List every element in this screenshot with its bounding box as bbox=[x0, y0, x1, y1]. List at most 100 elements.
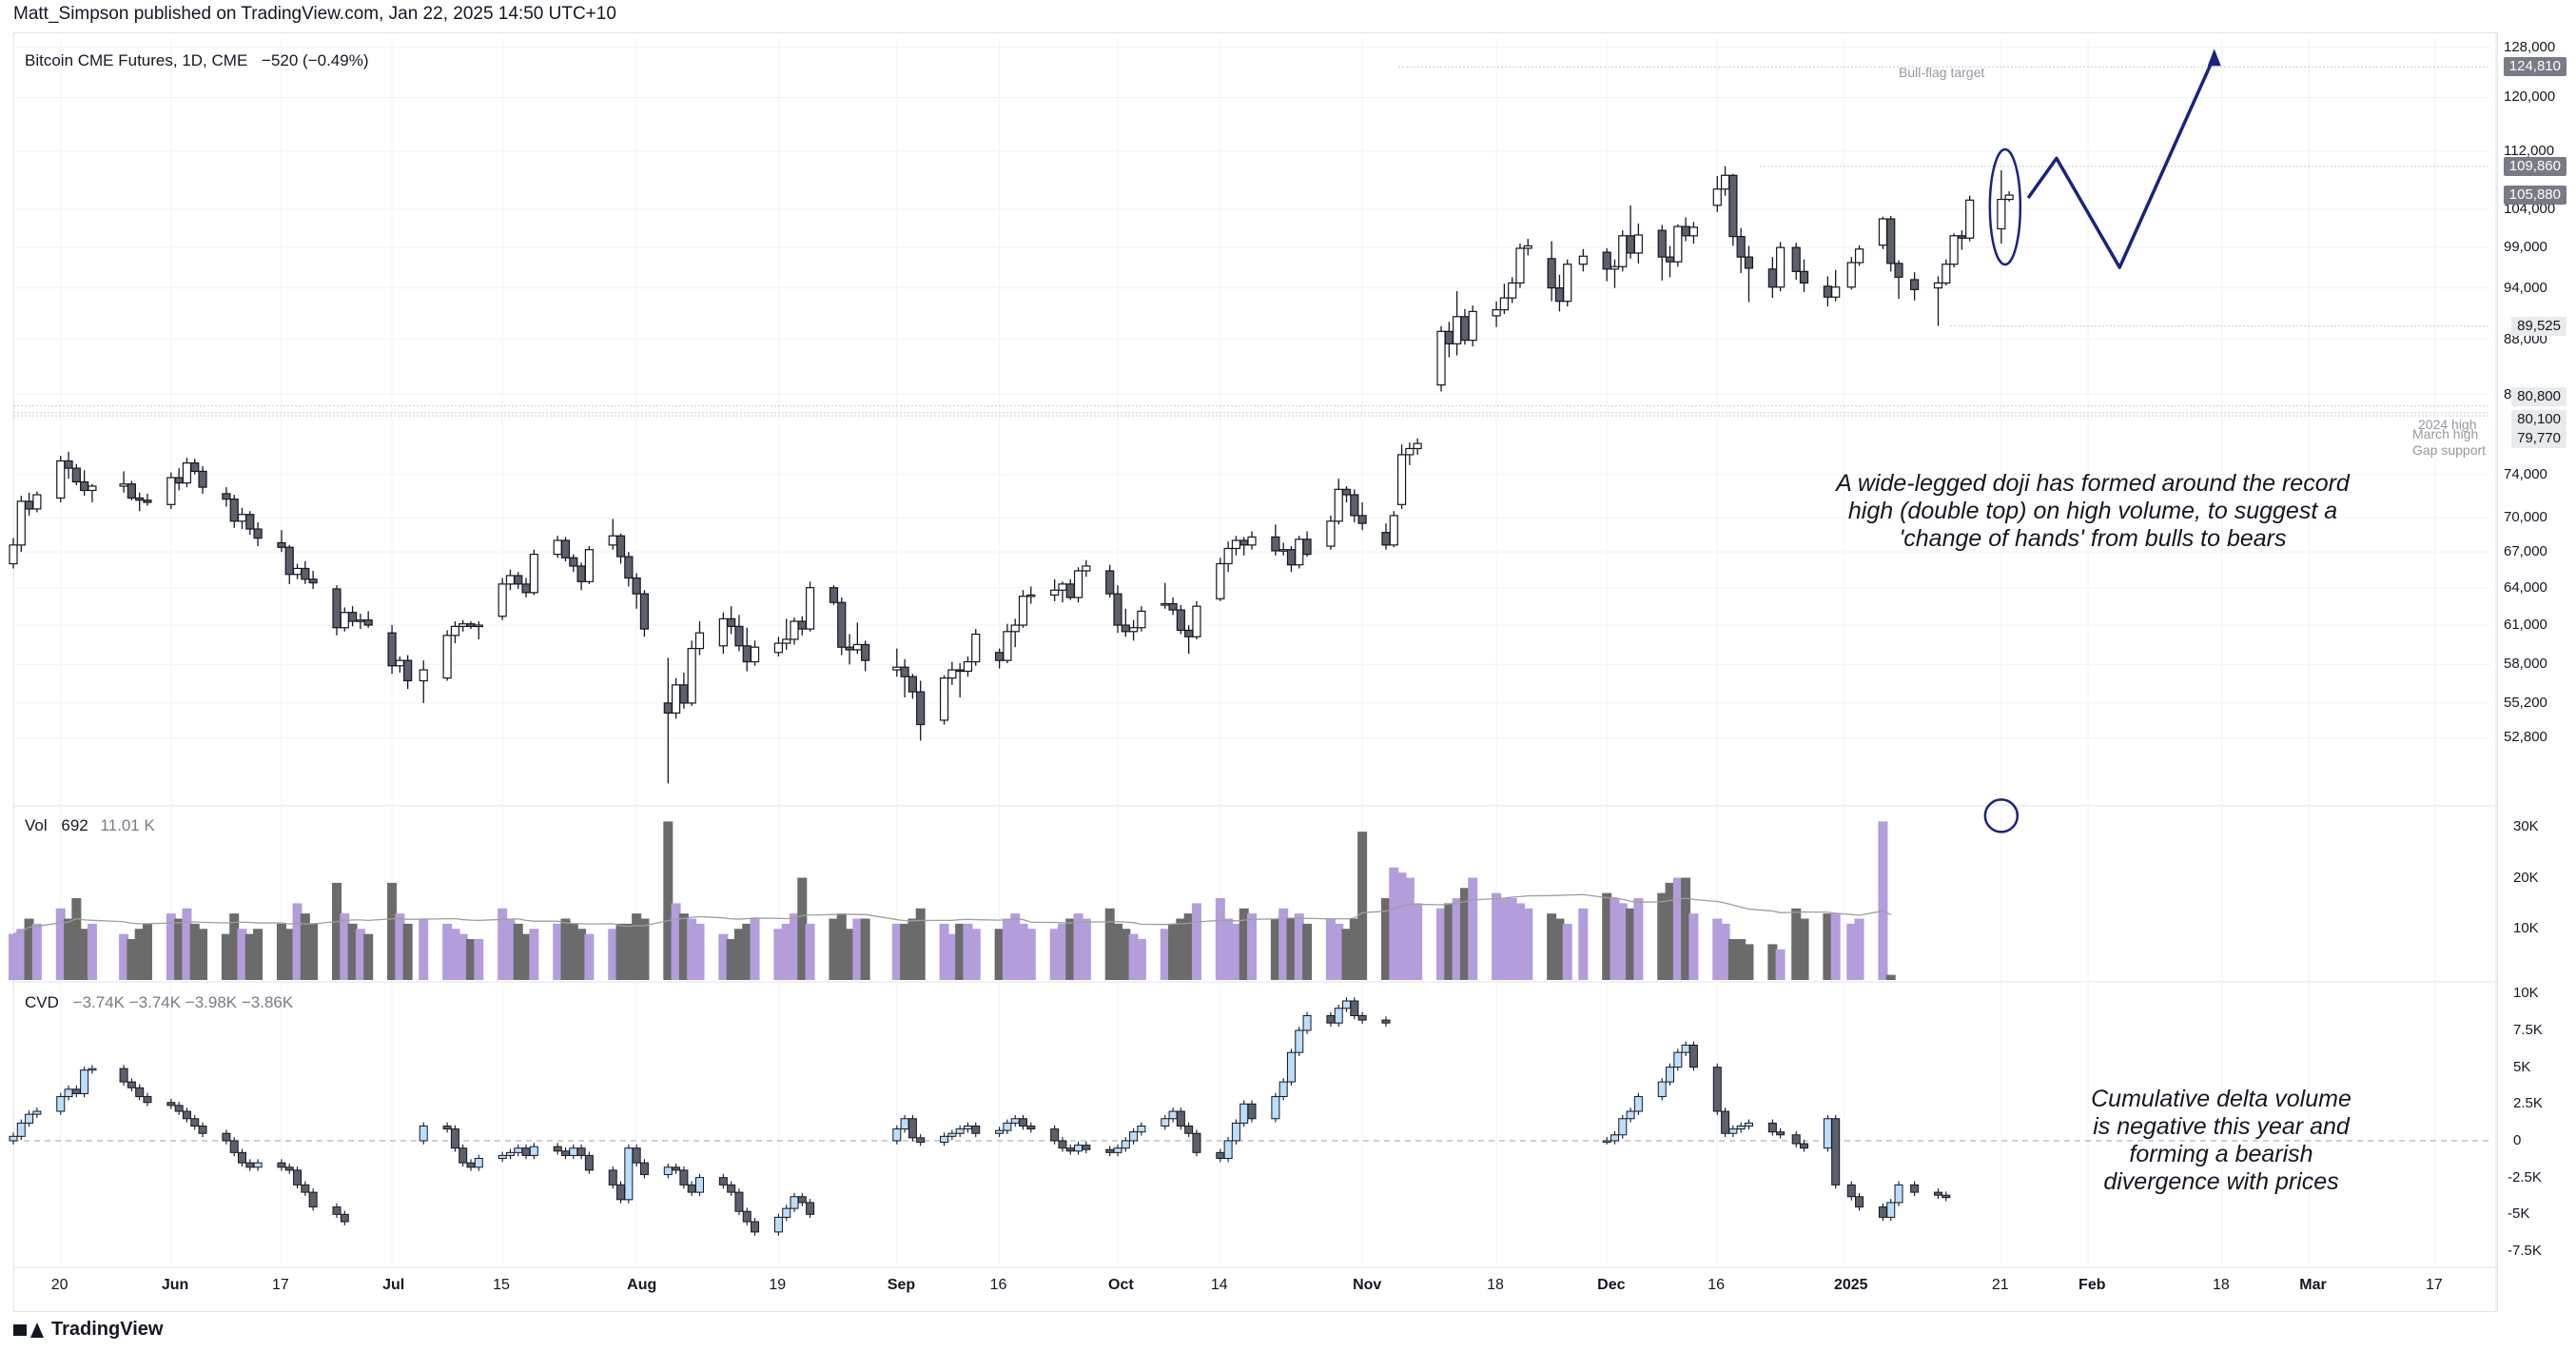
cvd-candle bbox=[56, 1096, 66, 1112]
volume-bar bbox=[292, 903, 302, 980]
price-candle bbox=[24, 500, 34, 510]
volume-pane-legend[interactable]: Vol 692 11.01 K bbox=[25, 816, 155, 835]
price-candle bbox=[1161, 602, 1170, 606]
price-candle bbox=[16, 500, 26, 546]
price-candle bbox=[1073, 570, 1083, 598]
time-axis-tick: 15 bbox=[493, 1277, 510, 1293]
price-candle bbox=[1121, 624, 1130, 633]
volume-bar bbox=[166, 913, 176, 980]
time-axis-tick: 20 bbox=[50, 1277, 68, 1293]
price-candle bbox=[387, 632, 397, 667]
tradingview-footer[interactable]: TradingView bbox=[13, 1319, 163, 1341]
price-candle bbox=[584, 549, 594, 582]
cvd-candle bbox=[963, 1126, 972, 1130]
price-candle bbox=[1065, 583, 1075, 598]
volume-bar bbox=[1160, 929, 1170, 980]
cvd-candle bbox=[1176, 1110, 1185, 1127]
price-candle bbox=[734, 625, 744, 647]
volume-bar bbox=[529, 929, 539, 980]
cvd-candle bbox=[1350, 1000, 1359, 1016]
price-candle bbox=[1278, 549, 1288, 552]
volume-ma-line bbox=[12, 893, 1892, 935]
cvd-candle bbox=[1105, 1148, 1115, 1153]
volume-bar bbox=[465, 939, 476, 980]
volume-bar bbox=[1610, 898, 1620, 980]
price-candle bbox=[1854, 248, 1864, 264]
price-candle bbox=[143, 500, 152, 503]
cvd-candle bbox=[1334, 1008, 1343, 1024]
price-change: −520 (−0.49%) bbox=[262, 51, 369, 69]
volume-bar bbox=[1846, 923, 1857, 980]
main-pane-legend[interactable]: Bitcoin CME Futures, 1D, CME −520 (−0.49… bbox=[25, 51, 368, 70]
price-candle bbox=[1886, 218, 1896, 265]
volume-ma-value: 11.01 K bbox=[100, 816, 155, 834]
price-candle bbox=[687, 647, 696, 704]
cvd-candle bbox=[806, 1202, 815, 1215]
volume-bar bbox=[1325, 918, 1336, 980]
price-candle bbox=[1239, 539, 1249, 546]
symbol-title: Bitcoin CME Futures, 1D, CME bbox=[25, 51, 248, 69]
time-axis-tick: 18 bbox=[2213, 1277, 2230, 1293]
cvd-candle bbox=[718, 1177, 728, 1185]
price-candle bbox=[1910, 279, 1920, 290]
cvd-candle bbox=[340, 1213, 349, 1223]
price-candle bbox=[505, 575, 516, 585]
volume-bar bbox=[1499, 898, 1510, 980]
high-2024-label: 2024 high bbox=[2418, 417, 2477, 432]
cvd-candle bbox=[529, 1146, 538, 1156]
price-candle bbox=[1831, 286, 1841, 298]
price-candle bbox=[1050, 589, 1060, 597]
volume-bar bbox=[946, 933, 957, 980]
volume-bar bbox=[1176, 918, 1186, 980]
cvd-candle bbox=[1223, 1140, 1233, 1160]
price-axis-tick: 70,000 bbox=[2504, 509, 2547, 526]
volume-bar bbox=[1065, 918, 1076, 980]
price-candle bbox=[127, 483, 136, 500]
cvd-candle bbox=[514, 1147, 523, 1153]
price-candle bbox=[1168, 602, 1178, 611]
price-candle bbox=[1231, 539, 1241, 550]
price-candle bbox=[1626, 235, 1635, 254]
time-axis-tick: Oct bbox=[1108, 1277, 1134, 1293]
volume-bar bbox=[442, 923, 453, 980]
cvd-candle bbox=[624, 1147, 634, 1201]
volume-bar bbox=[860, 918, 870, 980]
price-candle bbox=[1673, 225, 1683, 263]
projection-arrow-head bbox=[2207, 49, 2221, 67]
volume-bar bbox=[852, 918, 863, 980]
cvd-candle bbox=[1910, 1184, 1920, 1193]
volume-bar bbox=[1744, 944, 1754, 980]
price-candle bbox=[947, 669, 957, 679]
cvd-candle bbox=[1278, 1081, 1288, 1098]
volume-bar bbox=[1720, 923, 1730, 980]
tradingview-logo-icon bbox=[13, 1321, 46, 1340]
volume-bar bbox=[891, 923, 902, 980]
cvd-candle bbox=[174, 1105, 184, 1112]
price-candle bbox=[1791, 246, 1801, 272]
cvd-candle bbox=[940, 1135, 949, 1144]
price-candle bbox=[1949, 235, 1959, 265]
time-axis-tick: Jun bbox=[161, 1277, 189, 1293]
price-candle bbox=[222, 493, 231, 500]
price-candle bbox=[1271, 536, 1280, 552]
volume-bar bbox=[797, 877, 808, 980]
price-candle bbox=[1610, 265, 1620, 270]
price-candle bbox=[1894, 263, 1903, 278]
cvd-pane-legend[interactable]: CVD −3.74K −3.74K −3.98K −3.86K bbox=[25, 993, 293, 1012]
volume-bar bbox=[829, 918, 839, 980]
footer-brand: TradingView bbox=[51, 1319, 164, 1340]
price-candle bbox=[1499, 297, 1509, 311]
price-candle bbox=[514, 575, 523, 585]
volume-bar bbox=[513, 923, 523, 980]
price-candle bbox=[790, 620, 799, 640]
volume-bar bbox=[24, 918, 34, 980]
volume-value: 692 bbox=[61, 816, 88, 834]
volume-bar bbox=[387, 882, 398, 980]
cvd-candle bbox=[632, 1147, 641, 1164]
volume-bar bbox=[64, 918, 74, 980]
volume-bar bbox=[687, 918, 697, 980]
doji-highlight-ellipse bbox=[1988, 147, 2022, 266]
cvd-candle bbox=[1800, 1143, 1809, 1149]
cvd-annotation: Cumulative delta volume is negative this… bbox=[2091, 1086, 2352, 1195]
